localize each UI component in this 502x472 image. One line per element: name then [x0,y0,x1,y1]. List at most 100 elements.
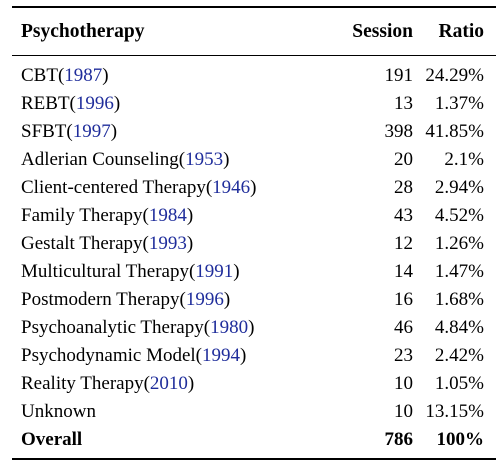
table-row: Family Therapy(1984) 43 4.52% [12,202,496,230]
session-ratio: 2.42% [434,345,484,366]
session-ratio: 4.52% [434,205,484,226]
therapy-name-cell: Family Therapy(1984) [12,202,301,230]
session-count: 46 [394,317,413,338]
therapy-name: Client-centered Therapy( [21,177,213,198]
therapy-name-cell: Multicultural Therapy(1991) [12,258,301,286]
closing-paren: ) [186,205,194,226]
session-ratio: 2.1% [444,149,484,170]
table-row: Reality Therapy(2010) 10 1.05% [12,370,496,398]
table-row: Multicultural Therapy(1991) 14 1.47% [12,258,496,286]
session-count: 16 [394,289,413,310]
closing-paren: ) [187,373,195,394]
session-count: 398 [384,121,414,142]
session-ratio: 1.05% [434,373,484,394]
citation-year-link[interactable]: 1946 [212,177,251,198]
closing-paren: ) [250,177,257,198]
table-row: CBT(1987) 191 24.29% [12,62,496,90]
session-count: 14 [394,261,413,282]
therapy-name: Postmodern Therapy( [21,289,186,310]
table-row: Psychoanalytic Therapy(1980) 46 4.84% [12,314,496,342]
table-row: Postmodern Therapy(1996) 16 1.68% [12,286,496,314]
closing-paren: ) [186,233,194,254]
session-count: 13 [394,93,413,114]
therapy-name-cell: Postmodern Therapy(1996) [12,286,301,314]
closing-paren: ) [223,149,230,170]
psychotherapy-table: Psychotherapy Session Ratio [12,8,496,55]
session-count: 43 [394,205,413,226]
citation-year-link[interactable]: 1993 [148,233,187,254]
session-ratio: 2.94% [434,177,484,198]
session-count: 191 [384,65,414,86]
table-row: REBT(1996) 13 1.37% [12,90,496,118]
session-count: 28 [394,177,413,198]
table-row: Gestalt Therapy(1993) 12 1.26% [12,230,496,258]
therapy-name-cell: Psychodynamic Model(1994) [12,342,301,370]
header-session: Session [352,20,413,42]
session-ratio: 1.47% [434,261,484,282]
top-rule [12,6,496,8]
therapy-name: Multicultural Therapy( [21,261,196,282]
citation-year-link[interactable]: 1953 [185,149,224,170]
therapy-name: Unknown [21,401,96,422]
closing-paren: ) [110,121,118,142]
session-ratio: 24.29% [425,65,484,86]
therapy-name-cell: Reality Therapy(2010) [12,370,301,398]
session-count: 10 [394,373,413,394]
session-count: 12 [394,233,413,254]
bottom-rule [12,458,496,460]
session-count: 20 [394,149,413,170]
header-rule [12,55,496,56]
overall-ratio: 100% [436,429,485,450]
table-row: Client-centered Therapy(1946) 28 2.94% [12,174,496,202]
closing-paren: ) [240,345,247,366]
therapy-name: SFBT( [21,121,73,142]
overall-session: 786 [384,429,414,450]
therapy-name-cell: Adlerian Counseling(1953) [12,146,301,174]
session-count: 23 [394,345,413,366]
therapy-name: Reality Therapy( [21,373,150,394]
closing-paren: ) [223,289,231,310]
table-row: Adlerian Counseling(1953) 20 2.1% [12,146,496,174]
therapy-name: REBT( [21,93,76,114]
citation-year-link[interactable]: 1996 [185,289,224,310]
table-row: Unknown 10 13.15% [12,398,496,426]
table-row: SFBT(1997) 398 41.85% [12,118,496,146]
closing-paren: ) [102,65,109,86]
therapy-name: Gestalt Therapy( [21,233,149,254]
session-ratio: 1.37% [434,93,484,114]
closing-paren: ) [233,261,240,282]
citation-year-link[interactable]: 1987 [64,65,103,86]
therapy-name-cell: CBT(1987) [12,62,301,90]
closing-paren: ) [113,93,121,114]
citation-year-link[interactable]: 1996 [75,93,114,114]
citation-year-link[interactable]: 1994 [202,345,241,366]
citation-year-link[interactable]: 1984 [148,205,187,226]
session-ratio: 41.85% [425,121,484,142]
therapy-name: Family Therapy( [21,205,149,226]
closing-paren: ) [248,317,255,338]
header-row: Psychotherapy Session Ratio [12,8,496,55]
psychotherapy-table-container: Psychotherapy Session Ratio CBT(1987) 191… [12,6,496,460]
therapy-name: CBT( [21,65,65,86]
therapy-name: Psychodynamic Model( [21,345,203,366]
therapy-name-cell: Gestalt Therapy(1993) [12,230,301,258]
citation-year-link[interactable]: 1991 [195,261,234,282]
therapy-name-cell: Unknown [12,398,301,426]
overall-row: Overall 786 100% [12,426,496,454]
citation-year-link[interactable]: 2010 [149,373,188,394]
session-ratio: 1.26% [434,233,484,254]
citation-year-link[interactable]: 1980 [210,317,249,338]
psychotherapy-table-body: CBT(1987) 191 24.29% REBT(1996) 13 1.37% SFBT(… [12,56,496,458]
header-psychotherapy: Psychotherapy [21,20,145,42]
therapy-name-cell: SFBT(1997) [12,118,301,146]
session-ratio: 1.68% [434,289,484,310]
therapy-name: Adlerian Counseling( [21,149,186,170]
session-count: 10 [394,401,413,422]
citation-year-link[interactable]: 1997 [72,121,111,142]
table-row: Psychodynamic Model(1994) 23 2.42% [12,342,496,370]
session-ratio: 4.84% [434,317,484,338]
therapy-name-cell: REBT(1996) [12,90,301,118]
therapy-name: Psychoanalytic Therapy( [21,317,211,338]
overall-label: Overall [21,429,83,450]
therapy-name-cell: Psychoanalytic Therapy(1980) [12,314,301,342]
